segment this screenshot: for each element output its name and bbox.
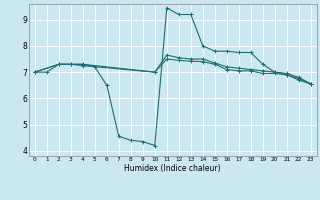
X-axis label: Humidex (Indice chaleur): Humidex (Indice chaleur): [124, 164, 221, 173]
